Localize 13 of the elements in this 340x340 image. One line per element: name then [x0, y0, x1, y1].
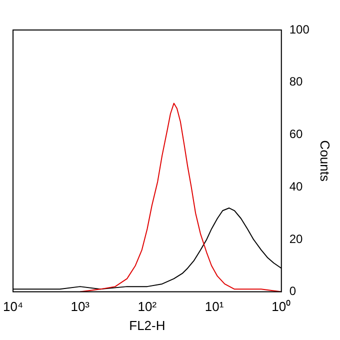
y-tick-label: 40	[289, 179, 304, 194]
y-tick-label: 80	[289, 74, 304, 89]
x-tick-label: 10³	[70, 299, 90, 314]
x-axis-title: FL2-H	[129, 318, 166, 333]
y-tick-label: 0	[289, 284, 296, 298]
y-tick-label: 60	[289, 127, 304, 142]
x-tick-label: 10²	[138, 299, 158, 314]
x-tick-label: 10⁴	[3, 299, 24, 314]
y-tick-label: 100	[289, 22, 310, 36]
x-tick-label: 10¹	[204, 299, 224, 314]
y-axis-title: Counts	[318, 140, 333, 182]
y-tick-label: 20	[289, 232, 304, 246]
x-tick-label: 10⁰	[272, 299, 292, 314]
